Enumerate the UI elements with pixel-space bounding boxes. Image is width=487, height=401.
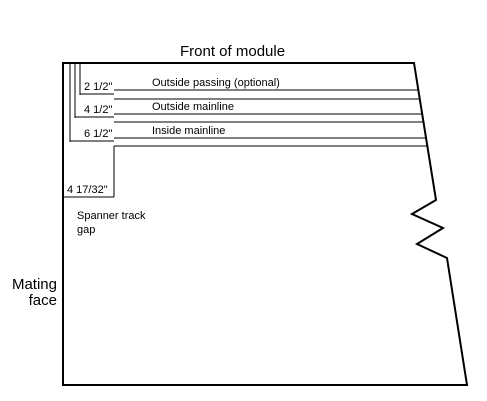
mating-label: Mating — [12, 276, 57, 293]
track-dimension: 6 1/2" — [84, 128, 112, 140]
front-label: Front of module — [180, 43, 285, 60]
track-name: Outside passing (optional) — [152, 77, 280, 89]
track-name: Outside mainline — [152, 101, 234, 113]
spanner-label: gap — [77, 224, 95, 236]
spanner-label: Spanner track — [77, 210, 146, 222]
mating-label: face — [29, 292, 57, 309]
track-dimension: 4 1/2" — [84, 104, 112, 116]
gap-dimension: 4 17/32" — [67, 184, 108, 196]
module-outline — [62, 62, 469, 386]
track-name: Inside mainline — [152, 125, 225, 137]
track-dimension: 2 1/2" — [84, 81, 112, 93]
